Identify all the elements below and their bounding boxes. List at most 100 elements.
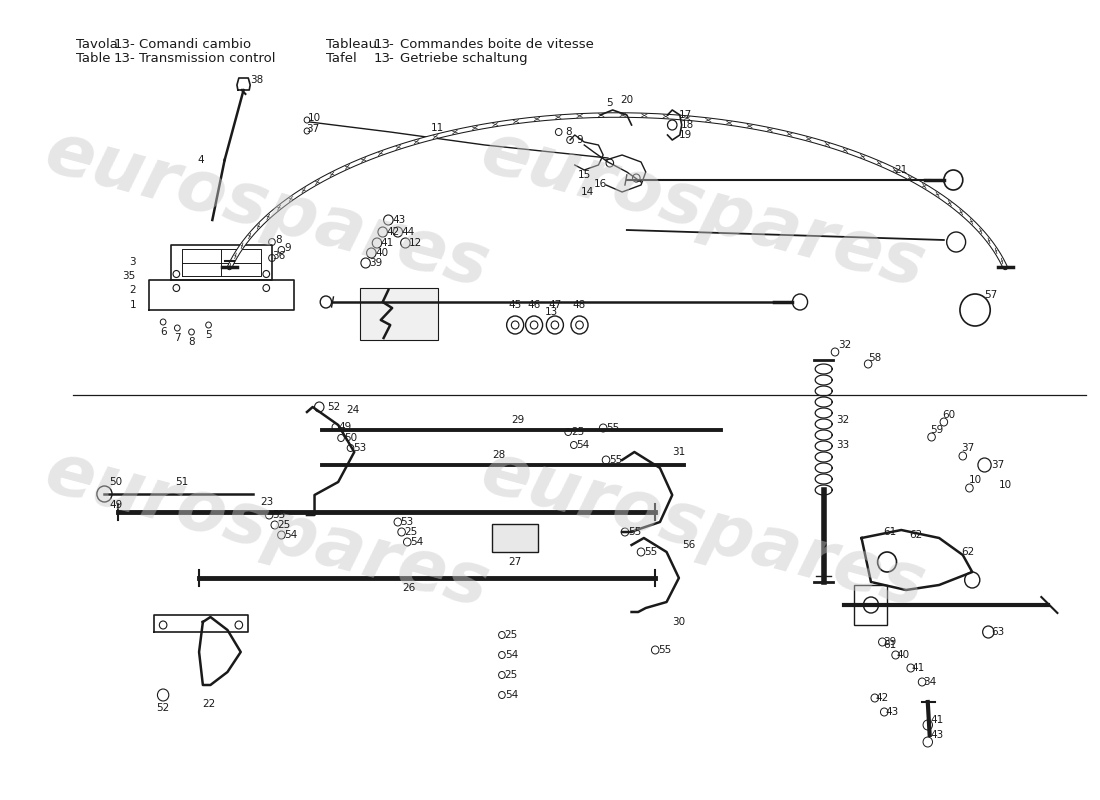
Text: 30: 30: [672, 617, 685, 627]
Text: eurospares: eurospares: [37, 438, 497, 622]
Text: 55: 55: [658, 645, 671, 655]
Text: 40: 40: [896, 650, 910, 660]
Text: 15: 15: [578, 170, 591, 180]
Text: 2: 2: [130, 285, 136, 295]
Text: 58: 58: [868, 353, 881, 363]
Text: 59: 59: [931, 425, 944, 435]
Text: 49: 49: [338, 422, 351, 432]
Text: Comandi cambio: Comandi cambio: [140, 38, 252, 51]
Text: 43: 43: [392, 215, 406, 225]
Text: 37: 37: [306, 124, 319, 134]
Text: 16: 16: [594, 179, 607, 189]
Text: 33: 33: [836, 440, 849, 450]
Text: 54: 54: [284, 530, 297, 540]
Text: 9: 9: [285, 243, 292, 253]
Text: eurospares: eurospares: [37, 118, 497, 302]
Text: 54: 54: [505, 690, 518, 700]
Text: 34: 34: [923, 677, 936, 687]
Bar: [854, 585, 887, 625]
Text: 21: 21: [894, 165, 908, 175]
Text: 53: 53: [353, 443, 366, 453]
Text: 20: 20: [620, 95, 634, 105]
Text: 3: 3: [130, 257, 136, 267]
Text: Transmission control: Transmission control: [140, 52, 276, 65]
Text: 25: 25: [505, 630, 518, 640]
Text: 27: 27: [508, 557, 521, 567]
Text: 4: 4: [198, 155, 205, 165]
Text: 18: 18: [681, 120, 694, 130]
Text: 50: 50: [109, 477, 122, 487]
Text: 13: 13: [373, 52, 390, 65]
Text: 8: 8: [275, 235, 282, 245]
Text: 7: 7: [174, 333, 180, 343]
Text: 54: 54: [576, 440, 590, 450]
Text: -: -: [388, 52, 393, 65]
Text: 9: 9: [576, 135, 583, 145]
Text: 50: 50: [344, 433, 358, 443]
Text: 11: 11: [431, 123, 444, 133]
Text: 5: 5: [206, 330, 212, 340]
Text: 53: 53: [272, 510, 285, 520]
Text: 52: 52: [156, 703, 169, 713]
Text: 54: 54: [410, 537, 424, 547]
Text: 36: 36: [272, 251, 285, 261]
Text: eurospares: eurospares: [473, 118, 932, 302]
Text: 25: 25: [505, 670, 518, 680]
Text: 1: 1: [130, 300, 136, 310]
Text: 47: 47: [548, 300, 561, 310]
Text: 41: 41: [912, 663, 925, 673]
Bar: [360, 288, 438, 340]
Text: 55: 55: [644, 547, 657, 557]
Text: 39: 39: [370, 258, 383, 268]
Text: Tavola: Tavola: [76, 38, 118, 51]
Text: 51: 51: [175, 477, 189, 487]
Text: 10: 10: [999, 480, 1012, 490]
Text: 55: 55: [628, 527, 641, 537]
Text: 60: 60: [942, 410, 955, 420]
Text: 8: 8: [564, 127, 572, 137]
Text: 52: 52: [327, 402, 340, 412]
Text: 25: 25: [405, 527, 418, 537]
Text: 32: 32: [836, 415, 849, 425]
Text: Getriebe schaltung: Getriebe schaltung: [399, 52, 527, 65]
Text: 48: 48: [573, 300, 586, 310]
Text: 43: 43: [886, 707, 899, 717]
Text: 62: 62: [909, 530, 922, 540]
Text: 13: 13: [373, 38, 390, 51]
Text: 63: 63: [991, 627, 1004, 637]
Text: 61: 61: [883, 527, 896, 537]
Text: 42: 42: [876, 693, 889, 703]
Text: 37: 37: [991, 460, 1004, 470]
Text: Tableau: Tableau: [326, 38, 377, 51]
Text: 5: 5: [606, 98, 613, 108]
Text: 61: 61: [883, 640, 896, 650]
Text: 13: 13: [114, 38, 131, 51]
Text: 31: 31: [672, 447, 685, 457]
Text: 32: 32: [838, 340, 851, 350]
Text: 25: 25: [277, 520, 290, 530]
Text: 6: 6: [160, 327, 166, 337]
Text: 12: 12: [409, 238, 422, 248]
Text: 49: 49: [109, 500, 122, 510]
Text: -: -: [129, 52, 134, 65]
Text: 19: 19: [679, 130, 692, 140]
Text: 13: 13: [544, 307, 558, 317]
Text: 10: 10: [968, 475, 981, 485]
Text: 43: 43: [931, 730, 944, 740]
Bar: [493, 524, 538, 552]
Text: 55: 55: [606, 423, 619, 433]
Text: 41: 41: [381, 238, 394, 248]
Text: 22: 22: [202, 699, 216, 709]
Text: -: -: [388, 38, 393, 51]
Text: 44: 44: [402, 227, 415, 237]
Text: 25: 25: [571, 427, 584, 437]
Text: 55: 55: [608, 455, 623, 465]
Text: 39: 39: [883, 637, 896, 647]
Text: -: -: [129, 38, 134, 51]
Text: Table: Table: [76, 52, 111, 65]
Text: 38: 38: [250, 75, 263, 85]
Text: Commandes boite de vitesse: Commandes boite de vitesse: [399, 38, 594, 51]
Text: 53: 53: [400, 517, 414, 527]
Text: 17: 17: [679, 110, 692, 120]
Text: 28: 28: [493, 450, 506, 460]
